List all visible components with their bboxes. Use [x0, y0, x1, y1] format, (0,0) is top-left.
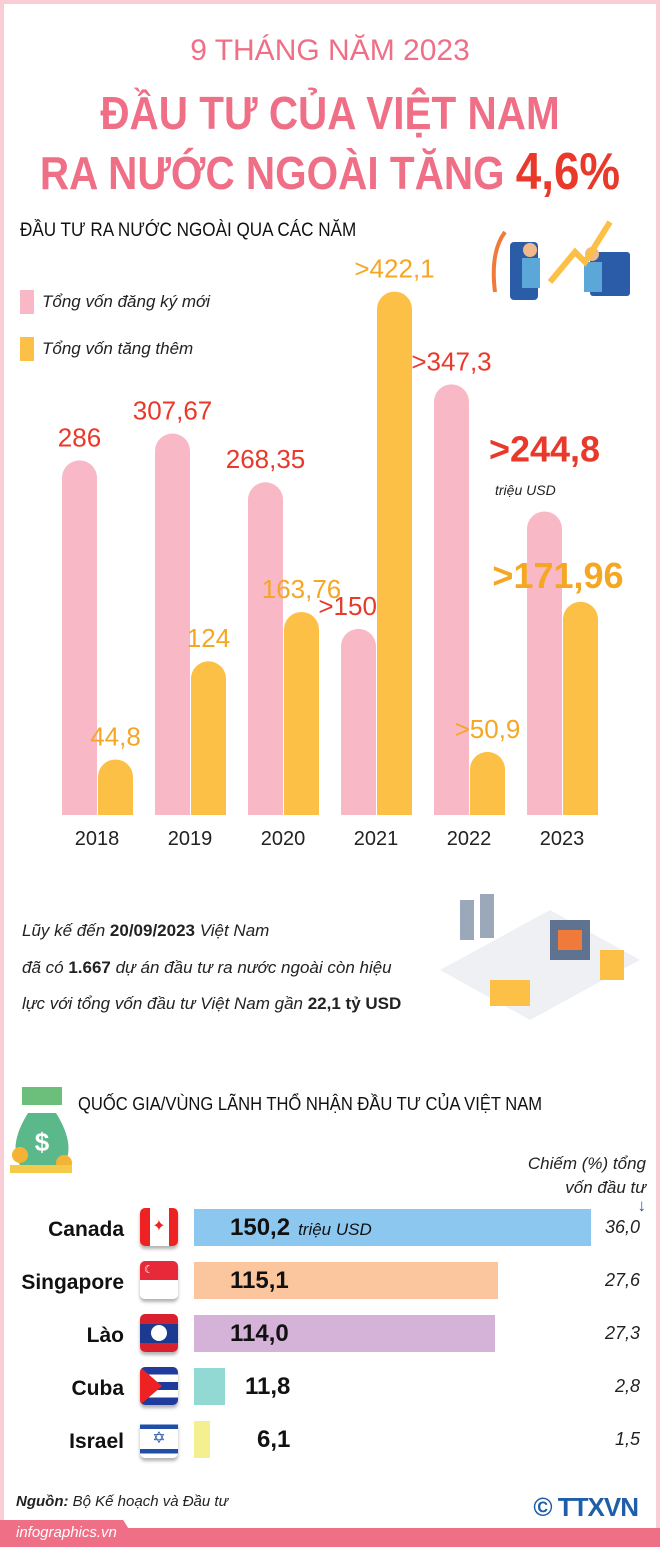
country-value: 115,1 — [230, 1267, 289, 1294]
data-label: 268,35 — [226, 444, 306, 474]
lào-flag-icon — [140, 1314, 178, 1352]
country-value: 6,1 — [257, 1426, 291, 1453]
bar-2022-added — [470, 751, 505, 815]
unit-note: triệu USD — [495, 482, 556, 498]
investment-bar-chart: 286 44,8 2018 307,67 124 2019 268,35 163,76 2020… — [58, 254, 624, 850]
country-row-singapore: Singapore ☾ 115,1 27,6 — [0, 1261, 660, 1309]
kicker: 9 THÁNG NĂM 2023 — [190, 34, 470, 67]
ttxvn-logo: © TTXVN — [533, 1492, 639, 1522]
country-pct: 2,8 — [614, 1376, 640, 1396]
country-name: Singapore — [21, 1271, 124, 1294]
country-pct: 27,3 — [604, 1323, 640, 1343]
country-pct: 36,0 — [604, 1217, 640, 1237]
summary-line-1: Lũy kế đến 20/09/2023 Việt Nam — [22, 921, 270, 940]
israel-flag-icon: ✡ — [140, 1420, 178, 1458]
bar-2019-added — [191, 661, 226, 815]
country-value: 150,2 triệu USD — [230, 1214, 372, 1241]
data-label: >50,9 — [455, 714, 521, 744]
bar-2021-added — [377, 291, 412, 815]
bar-2023-added — [563, 601, 598, 815]
country-name: Canada — [48, 1218, 124, 1241]
bar-2018-new — [62, 460, 97, 815]
bar-2021-new — [341, 628, 376, 815]
data-label: 307,67 — [133, 395, 213, 425]
x-tick-label: 2019 — [168, 828, 213, 850]
summary-line-2: đã có 1.667 dự án đầu tư ra nước ngoài c… — [22, 958, 392, 977]
bar-2020-new — [248, 482, 283, 815]
country-pct: 27,6 — [604, 1270, 640, 1290]
country-name: Lào — [86, 1324, 124, 1347]
country-bar — [194, 1368, 226, 1405]
factory-illustration — [440, 894, 640, 1020]
singapore-flag-icon: ☾ — [140, 1261, 178, 1299]
title-line-2: RA NƯỚC NGOÀI TĂNG 4,6% — [40, 142, 621, 202]
site-label: infographics.vn — [0, 1520, 140, 1547]
bar-2022-new — [434, 384, 469, 815]
bar-2018-added — [98, 759, 133, 815]
canada-flag-icon: ✦ — [140, 1208, 178, 1246]
country-bar — [194, 1315, 496, 1352]
business-handshake-illustration — [491, 220, 630, 300]
pct-header: Chiếm (%) tổng vốn đầu tư ↓ — [527, 1154, 647, 1215]
legend-item-added: Tổng vốn tăng thêm — [20, 337, 193, 361]
title-text: RA NƯỚC NGOÀI TĂNG — [39, 147, 505, 199]
legend-item-new: Tổng vốn đăng ký mới — [20, 290, 210, 314]
legend-swatch — [20, 337, 34, 361]
x-tick-label: 2023 — [540, 828, 585, 850]
x-tick-label: 2020 — [261, 828, 306, 850]
country-value: 114,0 — [230, 1320, 289, 1347]
x-tick-label: 2021 — [354, 828, 399, 850]
svg-text:$: $ — [35, 1127, 50, 1157]
title-line-1: ĐẦU TƯ CỦA VIỆT NAM — [100, 87, 560, 139]
source: Nguồn: Bộ Kế hoạch và Đầu tư — [16, 1493, 229, 1510]
summary-line-3: lực với tổng vốn đầu tư Việt Nam gần 22,… — [22, 994, 402, 1013]
bar-2019-new — [155, 433, 190, 815]
country-name: Israel — [69, 1430, 124, 1453]
bar-2023-new — [527, 511, 562, 815]
arrow-down-icon: ↓ — [637, 1196, 647, 1215]
country-row-israel: Israel ✡ 6,1 1,5 — [0, 1420, 660, 1468]
cuba-flag-icon — [140, 1367, 178, 1405]
data-label: >171,96 — [492, 555, 623, 596]
data-label: >422,1 — [354, 254, 434, 284]
legend-label: Tổng vốn tăng thêm — [42, 339, 194, 358]
country-row-cuba: Cuba 11,8 2,8 — [0, 1367, 660, 1415]
country-pct: 1,5 — [614, 1429, 640, 1449]
country-bar — [194, 1209, 591, 1246]
footer-band — [0, 1528, 660, 1547]
data-label: >244,8 — [489, 428, 600, 469]
data-label: >347,3 — [411, 346, 491, 376]
data-label: 286 — [58, 422, 101, 452]
x-tick-label: 2022 — [447, 828, 492, 850]
growth-highlight: 4,6% — [515, 143, 621, 201]
legend-swatch — [20, 290, 34, 314]
data-label: 124 — [187, 623, 230, 653]
country-value: 11,8 — [245, 1373, 291, 1400]
bar-2020-added — [284, 611, 319, 815]
country-bar — [194, 1421, 211, 1458]
chart-title: ĐẦU TƯ RA NƯỚC NGOÀI QUA CÁC NĂM — [20, 220, 357, 241]
x-tick-label: 2018 — [75, 828, 120, 850]
country-row-canada: Canada ✦ 150,2 triệu USD 36,0 — [0, 1208, 660, 1256]
countries-title: QUỐC GIA/VÙNG LÃNH THỔ NHẬN ĐẦU TƯ CỦA V… — [78, 1094, 543, 1114]
legend-label: Tổng vốn đăng ký mới — [42, 292, 211, 311]
money-bag-icon: $ — [10, 1087, 72, 1173]
country-name: Cuba — [71, 1377, 125, 1400]
data-label: 44,8 — [90, 721, 141, 751]
country-row-lào: Lào 114,0 27,3 — [0, 1314, 660, 1362]
country-bar — [194, 1262, 499, 1299]
data-label: 163,76 — [262, 574, 342, 604]
